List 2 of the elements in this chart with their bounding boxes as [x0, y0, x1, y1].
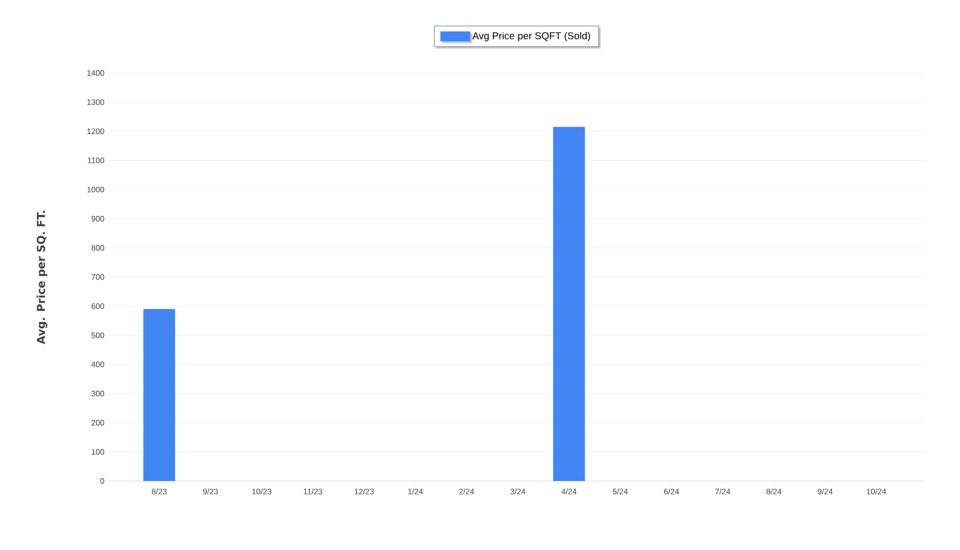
y-axis-title: Avg. Price per SQ. FT. [36, 210, 48, 344]
legend-label: Avg Price per SQFT (Sold) [472, 32, 590, 42]
